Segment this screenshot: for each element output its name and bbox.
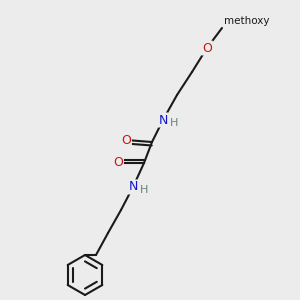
Text: N: N	[128, 181, 138, 194]
Text: O: O	[121, 134, 131, 146]
Text: N: N	[158, 113, 168, 127]
Text: H: H	[170, 118, 178, 128]
Text: O: O	[202, 41, 212, 55]
Text: methoxy: methoxy	[224, 16, 269, 26]
Text: O: O	[113, 157, 123, 169]
Text: H: H	[140, 185, 148, 195]
